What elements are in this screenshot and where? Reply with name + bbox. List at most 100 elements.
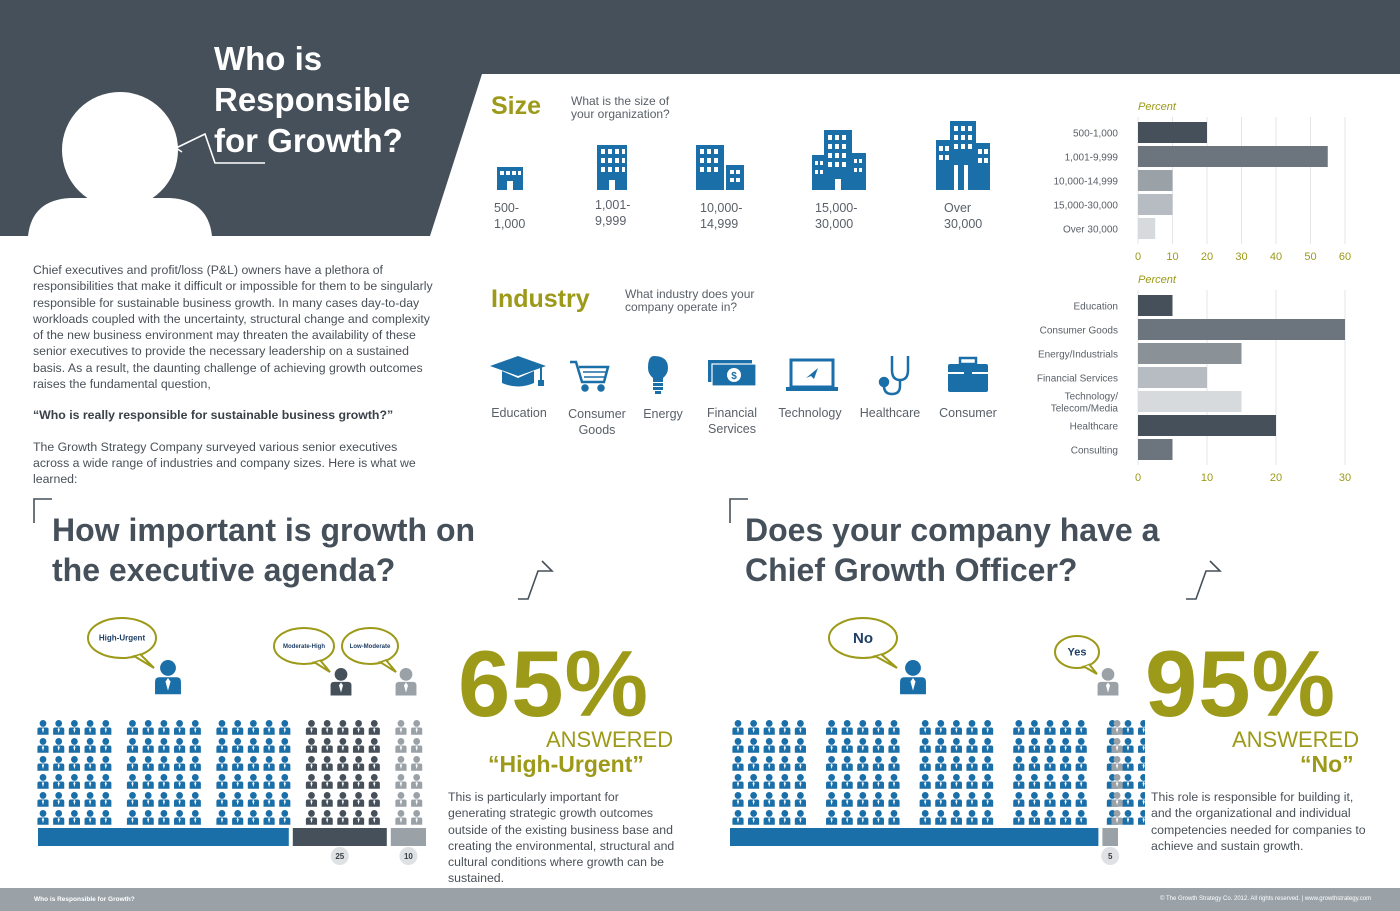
person-icon bbox=[732, 774, 744, 789]
person-icon bbox=[919, 738, 931, 753]
person-icon bbox=[216, 738, 228, 753]
person-icon bbox=[1060, 774, 1072, 789]
person-icon bbox=[68, 756, 80, 771]
footer-copyright: © The Growth Strategy Co. 2012. All righ… bbox=[1160, 896, 1372, 902]
chart-category-label: 1,001-9,999 bbox=[1065, 153, 1119, 164]
building-icon bbox=[597, 145, 627, 190]
stethoscope-icon bbox=[878, 356, 910, 396]
person-icon bbox=[1013, 738, 1025, 753]
person-icon bbox=[411, 756, 423, 771]
chart-category-label: Energy/Industrials bbox=[1038, 350, 1118, 361]
industry-title: Industry bbox=[491, 285, 590, 313]
size-label-1: 500- 1,000 bbox=[494, 201, 526, 231]
person-icon bbox=[826, 720, 838, 735]
person-icon bbox=[1075, 810, 1087, 825]
cgo-section-decoration bbox=[729, 498, 1222, 600]
data-label: 5 bbox=[1108, 852, 1113, 861]
person-icon bbox=[1044, 756, 1056, 771]
person-icon bbox=[158, 792, 170, 807]
person-icon bbox=[888, 720, 900, 735]
person-icon bbox=[1122, 720, 1134, 735]
highlight-person-icon bbox=[330, 668, 352, 696]
intro-question: “Who is really responsible for sustainab… bbox=[33, 408, 394, 423]
stacked-bar-segment bbox=[38, 828, 289, 846]
person-icon bbox=[982, 756, 994, 771]
person-icon bbox=[337, 738, 349, 753]
person-icon bbox=[1028, 738, 1040, 753]
person-icon bbox=[872, 756, 884, 771]
squiggle-arrow-icon bbox=[174, 132, 265, 164]
person-icon bbox=[352, 774, 365, 789]
person-icon bbox=[1028, 792, 1040, 807]
industry-label-technology: Technology bbox=[778, 406, 842, 420]
person-icon bbox=[100, 756, 112, 771]
person-icon bbox=[368, 738, 380, 753]
data-label-badge bbox=[1101, 847, 1120, 865]
person-icon bbox=[411, 720, 423, 735]
person-icon bbox=[872, 738, 884, 753]
person-icon bbox=[732, 720, 744, 735]
data-label-badge bbox=[399, 847, 418, 865]
person-icon bbox=[337, 774, 349, 789]
growth-question: How important is growth on the executive… bbox=[52, 510, 552, 590]
person-icon bbox=[174, 720, 186, 735]
person-icon bbox=[395, 792, 407, 807]
money-icon: $ bbox=[708, 360, 757, 387]
person-icon bbox=[352, 792, 365, 807]
person-icon bbox=[1060, 720, 1072, 735]
bracket-corner-icon bbox=[729, 498, 748, 523]
person-icon bbox=[263, 738, 275, 753]
chart-tick-label: 0 bbox=[1135, 472, 1141, 484]
squiggle-arrow-icon bbox=[518, 560, 554, 600]
chart-tick-label: 10 bbox=[1201, 472, 1213, 484]
person-icon bbox=[189, 756, 201, 771]
person-icon bbox=[279, 720, 291, 735]
person-icon bbox=[779, 756, 791, 771]
person-icon bbox=[53, 792, 65, 807]
person-icon bbox=[748, 738, 760, 753]
chart-bar bbox=[1138, 170, 1173, 191]
growth-question-line-1: How important is growth on bbox=[52, 512, 476, 548]
person-icon bbox=[982, 738, 994, 753]
person-icon bbox=[53, 738, 65, 753]
person-icon bbox=[888, 738, 900, 753]
industry-label-healthcare: Healthcare bbox=[859, 406, 921, 420]
person-icon bbox=[966, 738, 978, 753]
chart-tick-label: 0 bbox=[1135, 251, 1141, 263]
skyscrapers-icon bbox=[936, 121, 990, 190]
stacked-bar-segment bbox=[390, 828, 426, 846]
person-icon bbox=[826, 792, 838, 807]
chart-tick-label: 10 bbox=[1166, 251, 1178, 263]
industry-label-education: Education bbox=[491, 406, 547, 420]
person-icon bbox=[84, 720, 96, 735]
person-icon bbox=[37, 792, 49, 807]
person-icon bbox=[100, 810, 112, 825]
person-icon bbox=[337, 810, 349, 825]
person-icon bbox=[950, 720, 962, 735]
person-icon bbox=[100, 774, 112, 789]
person-icon bbox=[748, 792, 760, 807]
person-icon bbox=[857, 774, 869, 789]
chart-tick-label: 30 bbox=[1339, 472, 1351, 484]
person-icon bbox=[247, 810, 259, 825]
person-icon bbox=[857, 810, 869, 825]
person-icon bbox=[68, 738, 80, 753]
person-icon bbox=[126, 792, 139, 807]
person-icon bbox=[411, 774, 423, 789]
growth-percent: 65% bbox=[458, 631, 650, 736]
person-icon bbox=[232, 756, 244, 771]
person-icon bbox=[305, 810, 318, 825]
person-icon bbox=[68, 720, 80, 735]
person-icon bbox=[37, 774, 49, 789]
person-icon bbox=[37, 756, 49, 771]
person-icon bbox=[794, 810, 806, 825]
person-icon bbox=[1060, 792, 1072, 807]
bubble-label: Yes bbox=[1068, 647, 1087, 659]
size-bar-chart: Percent 0 10 20 30 40 50 60 500-1,000 1,001-9,999… bbox=[1053, 101, 1351, 263]
chart-category-label: Financial Services bbox=[1037, 374, 1118, 385]
person-icon bbox=[142, 774, 154, 789]
chart-axis-title: Percent bbox=[1138, 101, 1177, 113]
person-icon bbox=[841, 774, 853, 789]
person-icon bbox=[1060, 738, 1072, 753]
growth-section-decoration bbox=[33, 498, 554, 600]
